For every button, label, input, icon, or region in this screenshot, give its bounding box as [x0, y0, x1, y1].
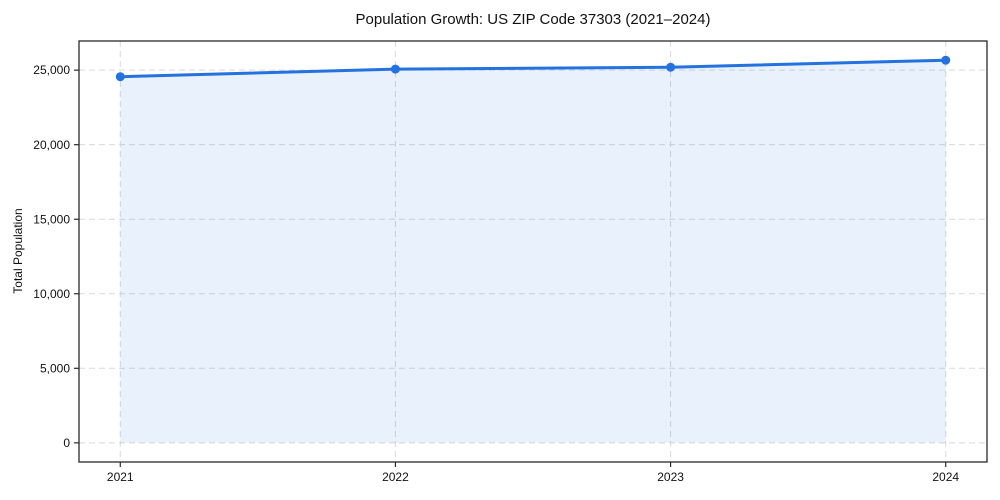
- y-tick-label: 20,000: [33, 138, 70, 152]
- y-tick-label: 15,000: [33, 212, 70, 226]
- y-tick-label: 5,000: [40, 361, 70, 375]
- y-tick-label: 0: [63, 436, 70, 450]
- data-point-marker: [941, 55, 951, 65]
- x-tick-label: 2023: [657, 470, 684, 484]
- x-tick-label: 2021: [107, 470, 134, 484]
- data-line: [118, 58, 948, 79]
- data-point-marker: [390, 64, 400, 74]
- data-point-marker: [666, 62, 676, 72]
- plot-border: [78, 40, 988, 463]
- x-tick-label: 2022: [382, 470, 409, 484]
- area-fill: [120, 60, 946, 443]
- y-tick-label: 10,000: [33, 287, 70, 301]
- chart-title: Population Growth: US ZIP Code 37303 (20…: [355, 11, 711, 28]
- data-point-marker: [115, 72, 125, 82]
- x-tick-label: 2024: [932, 470, 959, 484]
- y-tick-label: 25,000: [33, 63, 70, 77]
